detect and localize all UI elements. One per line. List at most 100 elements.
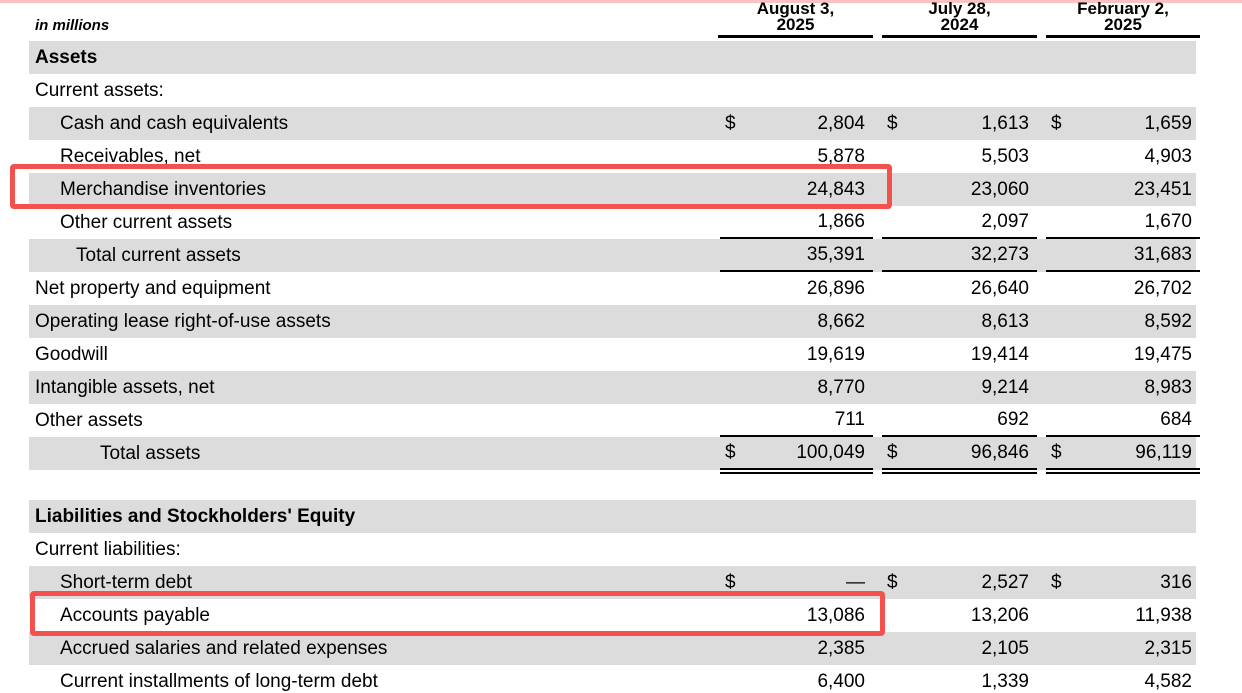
table-header: in millions August 3, 2025 July 28, 2024… [0, 0, 1242, 41]
table-row-other-current-assets: Other current assets 1,866 2,097 1,670 [0, 206, 1242, 239]
row-shading [29, 632, 1196, 665]
section-title: Liabilities and Stockholders' Equity [35, 506, 356, 527]
cell-value: 2,804 [817, 113, 865, 134]
table-row-total-current-assets: Total current assets 35,391 32,273 31,68… [0, 239, 1242, 272]
row-shading [29, 533, 1196, 566]
value-cell: 13,206 [882, 599, 1037, 632]
cell-value: 19,475 [1133, 344, 1192, 365]
row-label: Current installments of long-term debt [60, 671, 378, 692]
column-header-line1: July 28, [928, 0, 991, 18]
cell-value: 31,683 [1133, 244, 1192, 265]
cell-value: 13,086 [806, 605, 865, 626]
cell-value: 4,582 [1144, 671, 1192, 692]
row-label: Accounts payable [60, 605, 210, 626]
dollar-sign: $ [725, 572, 736, 593]
table-row-total-assets: Total assets $100,049 $96,846 $96,119 [0, 437, 1242, 474]
cell-value: 8,662 [817, 311, 865, 332]
row-shading [29, 41, 1196, 74]
table-row-other-assets: Other assets 711 692 684 [0, 404, 1242, 437]
row-shading [29, 239, 1196, 272]
cell-value: 32,273 [970, 244, 1029, 265]
cell-value: 23,451 [1133, 179, 1192, 200]
column-header-line1: February 2, [1077, 0, 1169, 18]
cell-value: 2,385 [817, 638, 865, 659]
table-row-short-term-debt: Short-term debt $ — $2,527 $316 [0, 566, 1242, 599]
dollar-sign: $ [1051, 442, 1062, 463]
cell-value: 13,206 [970, 605, 1029, 626]
value-cell: 8,662 [720, 305, 873, 338]
row-label: Operating lease right-of-use assets [35, 311, 331, 332]
column-header-august-3-2025: August 3, 2025 [718, 0, 873, 38]
value-cell: 19,414 [882, 338, 1037, 371]
section-header-liabilities-and-stockholders-equity: Liabilities and Stockholders' Equity [0, 500, 1242, 533]
table-row-intangible-assets-net: Intangible assets, net 8,770 9,214 8,983 [0, 371, 1242, 404]
cell-value: 1,339 [981, 671, 1029, 692]
value-cell: $96,846 [882, 437, 1037, 474]
subsection-current-assets: Current assets: [0, 74, 1242, 107]
cell-value: 8,613 [981, 311, 1029, 332]
value-cell: 2,097 [882, 206, 1037, 239]
row-shading [29, 500, 1196, 533]
row-label: Other current assets [60, 212, 233, 233]
row-shading [29, 107, 1196, 140]
value-cell: 31,683 [1046, 239, 1200, 272]
row-label: Merchandise inventories [60, 179, 266, 200]
cell-value: 1,659 [1144, 113, 1192, 134]
cell-value: 8,983 [1144, 377, 1192, 398]
row-label: Current liabilities: [35, 539, 181, 560]
cell-value: 11,938 [1135, 605, 1192, 626]
value-cell: 5,503 [882, 140, 1037, 173]
section-header-assets: Assets [0, 41, 1242, 74]
cell-value: 8,770 [817, 377, 865, 398]
table-row-accounts-payable: Accounts payable 13,086 13,206 11,938 [0, 599, 1242, 632]
cell-value: 684 [1160, 409, 1192, 430]
row-shading [29, 305, 1196, 338]
column-header-line2: 2025 [1104, 15, 1142, 34]
value-cell: $ — [720, 566, 873, 599]
row-label: Total current assets [76, 245, 241, 266]
cell-value: 100,049 [796, 442, 865, 463]
value-cell: 6,400 [720, 665, 873, 693]
cell-value: 19,619 [806, 344, 865, 365]
value-cell: 9,214 [882, 371, 1037, 404]
cell-value: 1,866 [817, 211, 865, 232]
value-cell: 19,619 [720, 338, 873, 371]
value-cell: 26,896 [720, 272, 873, 305]
value-cell: 19,475 [1046, 338, 1200, 371]
dollar-sign: $ [887, 572, 898, 593]
value-cell: 32,273 [882, 239, 1037, 272]
cell-value: 4,903 [1144, 146, 1192, 167]
cell-value: 2,315 [1144, 638, 1192, 659]
value-cell: 692 [882, 404, 1037, 437]
section-title: Assets [35, 47, 98, 68]
row-label: Intangible assets, net [35, 377, 215, 398]
dollar-sign: $ [725, 442, 736, 463]
section-gap [0, 470, 1242, 500]
row-label: Short-term debt [60, 572, 192, 593]
value-cell: 5,878 [720, 140, 873, 173]
column-header-line2: 2025 [776, 15, 815, 34]
value-cell: 8,613 [882, 305, 1037, 338]
value-cell: 684 [1046, 404, 1200, 437]
value-cell: 26,702 [1046, 272, 1200, 305]
value-cell: $96,119 [1046, 437, 1200, 474]
row-label: Receivables, net [60, 146, 201, 167]
row-shading [29, 371, 1196, 404]
cell-value: 6,400 [817, 671, 865, 692]
cell-value: 1,613 [981, 113, 1029, 134]
value-cell: $2,804 [720, 107, 873, 140]
value-cell: 24,843 [720, 173, 873, 206]
cell-value: 8,592 [1144, 311, 1192, 332]
dollar-sign: $ [887, 442, 898, 463]
value-cell: 4,582 [1046, 665, 1200, 693]
cell-value: 2,105 [981, 638, 1029, 659]
value-cell: $1,613 [882, 107, 1037, 140]
cell-value: 692 [997, 409, 1029, 430]
cell-value: 9,214 [981, 377, 1029, 398]
table-row-cash-and-cash-equivalents: Cash and cash equivalents $2,804 $1,613 … [0, 107, 1242, 140]
cell-value: 26,896 [806, 278, 865, 299]
value-cell: 1,866 [720, 206, 873, 239]
table-row-current-installments-of-long-term-debt: Current installments of long-term debt 6… [0, 665, 1242, 693]
dollar-sign: $ [1051, 572, 1062, 593]
cell-value: 19,414 [970, 344, 1029, 365]
